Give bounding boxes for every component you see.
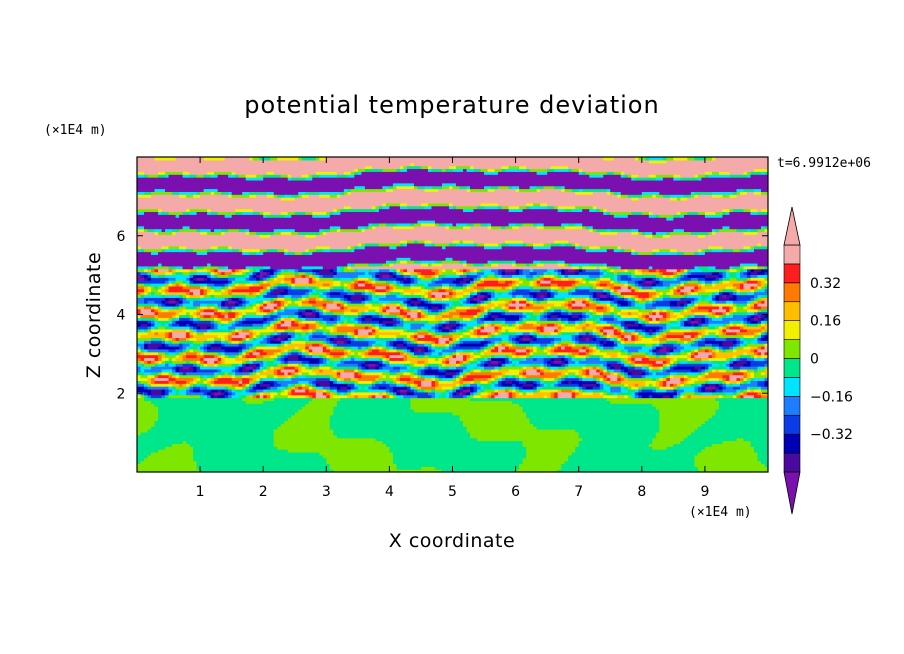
x-tick-label: 4 (385, 484, 394, 500)
colorbar-tick-label: 0.16 (810, 314, 841, 330)
colorbar-tick-label: −0.32 (810, 427, 853, 443)
x-tick-label: 1 (196, 484, 205, 500)
colorbar-segment (783, 282, 801, 303)
y-axis-label: Z coordinate (83, 252, 105, 378)
y-tick-label: 2 (117, 386, 126, 402)
x-tick-label: 8 (637, 484, 646, 500)
x-axis-unit: (×1E4 m) (689, 505, 752, 520)
y-axis-ticks: 2 4 6 (117, 229, 768, 402)
y-tick-label: 4 (117, 308, 126, 324)
colorbar: −0.32 −0.16 0 0.16 0.32 (783, 206, 853, 515)
colorbar-segment (783, 301, 801, 321)
colorbar-segment (783, 377, 801, 397)
x-tick-label: 6 (511, 484, 520, 500)
x-tick-label: 3 (322, 484, 331, 500)
x-tick-label: 5 (448, 484, 457, 500)
colorbar-segment (783, 358, 801, 378)
colorbar-segment (783, 433, 801, 454)
colorbar-segment (783, 339, 801, 359)
y-tick-label: 6 (117, 229, 126, 245)
x-axis-label: X coordinate (389, 530, 515, 552)
x-axis-ticks: 1 2 3 4 5 6 7 8 9 (196, 157, 709, 500)
colorbar-segment (783, 263, 801, 284)
x-tick-label: 9 (700, 484, 709, 500)
colorbar-segment (783, 320, 801, 340)
colorbar-segment (783, 396, 801, 416)
colorbar-extend-bottom (783, 471, 801, 515)
heatmap-field (137, 157, 768, 472)
colorbar-segment (783, 244, 801, 265)
time-label: t=6.9912e+06 (777, 156, 871, 171)
x-tick-label: 7 (574, 484, 583, 500)
x-tick-label: 2 (259, 484, 268, 500)
colorbar-tick-label: −0.16 (810, 389, 853, 405)
y-axis-unit: (×1E4 m) (44, 123, 107, 138)
colorbar-tick-label: 0 (810, 352, 819, 368)
colorbar-segment (783, 414, 801, 435)
chart-title: potential temperature deviation (244, 91, 659, 119)
colorbar-tick-label: 0.32 (810, 276, 841, 292)
colorbar-segment (783, 452, 801, 473)
colorbar-extend-top (783, 206, 801, 246)
